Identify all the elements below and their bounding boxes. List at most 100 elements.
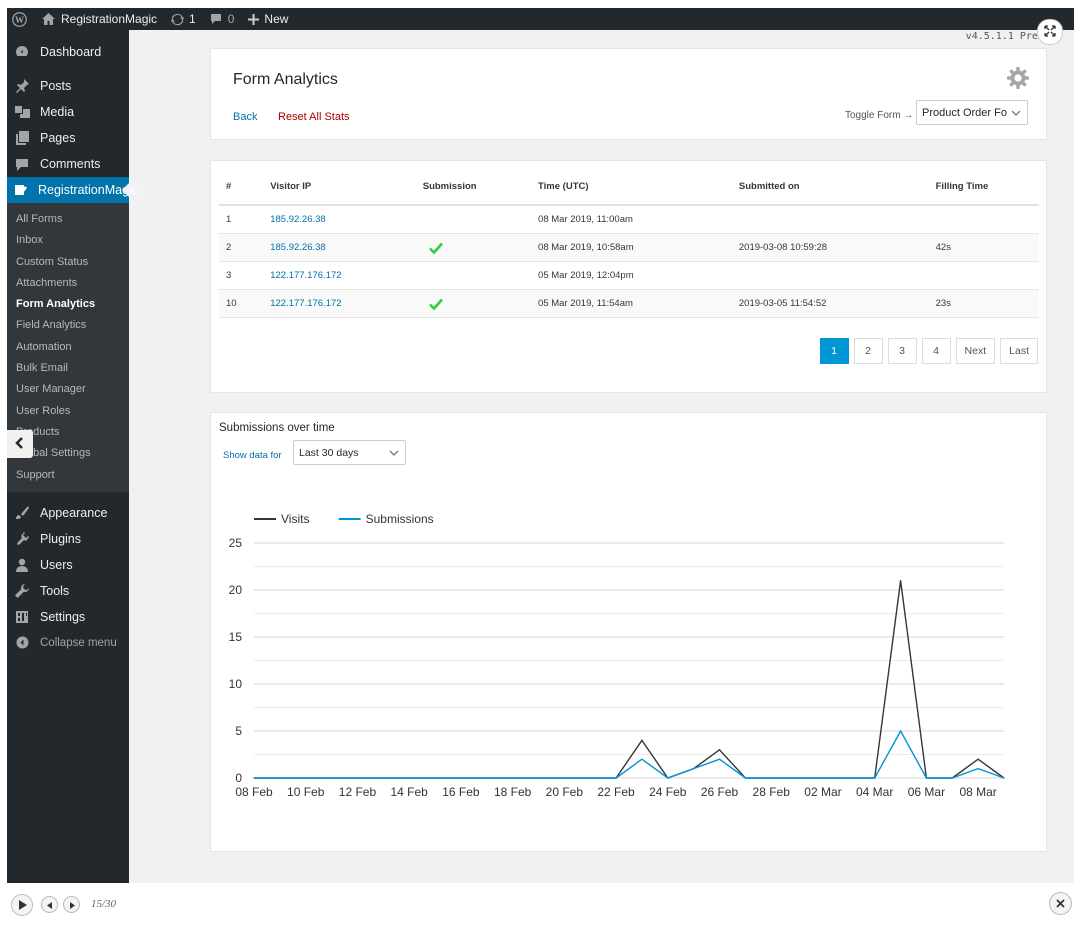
submenu-item-support[interactable]: Support	[16, 468, 55, 481]
y-tick-label: 10	[229, 677, 243, 691]
home-icon	[42, 13, 55, 25]
next-page-button[interactable]: Next	[955, 338, 996, 364]
slide-counter: 15/30	[91, 898, 117, 910]
table-row: 3 122.177.176.172 05 Mar 2019, 12:04pm	[219, 261, 1039, 290]
sidebar-item-settings[interactable]: Settings	[7, 604, 129, 630]
gear-icon[interactable]	[1006, 66, 1030, 93]
last-page-button[interactable]: Last	[1000, 338, 1038, 364]
submenu-item-field-analytics[interactable]: Field Analytics	[16, 319, 87, 332]
sidebar-item-pages[interactable]: Pages	[7, 125, 129, 151]
collapse-arrow-button[interactable]	[7, 430, 33, 458]
column-header-time-utc: Time (UTC)	[531, 169, 732, 206]
data-point-visits	[641, 739, 643, 741]
x-tick-label: 08 Mar	[959, 785, 996, 799]
visitor-ip-link[interactable]: 122.177.176.172	[270, 270, 342, 281]
data-point-submissions	[848, 777, 850, 779]
submenu-item-user-manager[interactable]: User Manager	[16, 383, 86, 396]
submenu-item-bulk-email[interactable]: Bulk Email	[16, 362, 68, 375]
legend-label-submissions[interactable]: Submissions	[366, 512, 434, 526]
x-tick-label: 10 Feb	[287, 785, 325, 799]
sidebar-item-registrationmagic[interactable]: RegistrationMagic	[7, 177, 138, 203]
submission-cell	[415, 261, 532, 290]
time-cell: 08 Mar 2019, 11:00am	[531, 205, 732, 234]
time-cell: 08 Mar 2019, 10:58am	[531, 233, 732, 262]
checkmark-icon	[423, 242, 443, 254]
wordpress-logo-icon[interactable]: W	[7, 8, 35, 30]
previous-button[interactable]	[41, 896, 58, 913]
submenu-item-inbox[interactable]: Inbox	[16, 234, 43, 247]
y-tick-label: 25	[229, 536, 243, 550]
settings-icon	[14, 609, 30, 625]
comments-icon	[14, 156, 30, 172]
x-tick-label: 24 Feb	[649, 785, 687, 799]
date-range-select[interactable]: Last 30 days	[293, 440, 406, 465]
submenu-item-global-settings[interactable]: Global Settings	[16, 447, 91, 460]
data-point-submissions	[874, 777, 876, 779]
sidebar-item-users[interactable]: Users	[7, 552, 129, 578]
row-number: 10	[219, 289, 264, 318]
submenu-item-form-analytics[interactable]: Form Analytics	[16, 298, 96, 311]
comment-bubble-icon	[210, 13, 222, 25]
page-4-button[interactable]: 4	[921, 338, 951, 364]
x-tick-label: 16 Feb	[442, 785, 480, 799]
svg-text:W: W	[15, 14, 24, 24]
visitor-ip-link[interactable]: 122.177.176.172	[270, 298, 342, 309]
comments-link[interactable]: 0	[203, 8, 242, 30]
back-link[interactable]: Back	[233, 111, 258, 123]
sidebar-item-tools[interactable]: Tools	[7, 578, 129, 604]
sidebar-item-label: Appearance	[40, 505, 108, 520]
chevron-left-icon	[15, 436, 25, 452]
x-tick-label: 14 Feb	[390, 785, 428, 799]
updates-count: 1	[189, 12, 196, 26]
next-button[interactable]	[63, 896, 80, 913]
brush-icon	[14, 505, 30, 521]
play-icon	[18, 898, 27, 913]
checkmark-icon	[423, 298, 443, 310]
wrench-icon	[14, 583, 30, 599]
page-1-button[interactable]: 1	[819, 338, 849, 364]
users-icon	[14, 557, 30, 573]
submenu-item-user-roles[interactable]: User Roles	[16, 404, 71, 417]
sidebar-item-label: Users	[40, 557, 73, 572]
sidebar-item-label: Dashboard	[40, 45, 102, 59]
data-point-submissions	[589, 777, 591, 779]
new-content-link[interactable]: New	[241, 8, 295, 30]
submenu-item-all-forms[interactable]: All Forms	[16, 213, 63, 225]
close-button[interactable]	[1049, 892, 1072, 915]
submenu-item-custom-status[interactable]: Custom Status	[16, 255, 89, 268]
row-number: 2	[219, 233, 264, 262]
submitted-on-cell	[731, 205, 929, 234]
sidebar-item-appearance[interactable]: Appearance	[7, 500, 129, 526]
visitor-ip-link[interactable]: 185.92.26.38	[270, 214, 326, 225]
media-icon	[14, 104, 30, 120]
sidebar-item-comments[interactable]: Comments	[7, 151, 129, 177]
sidebar-item-plugins[interactable]: Plugins	[7, 526, 129, 552]
registrationmagic-icon	[14, 182, 28, 198]
x-tick-label: 20 Feb	[546, 785, 584, 799]
column-header-submitted-on: Submitted on	[731, 169, 929, 206]
table-row: 10 122.177.176.172 05 Mar 2019, 11:54am 201…	[219, 289, 1039, 318]
data-point-submissions	[693, 768, 695, 770]
updates-link[interactable]: 1	[164, 8, 203, 30]
fullscreen-button[interactable]	[1037, 19, 1063, 45]
page-2-button[interactable]: 2	[853, 338, 883, 364]
submenu-item-automation[interactable]: Automation	[16, 340, 72, 353]
page-3-button[interactable]: 3	[887, 338, 917, 364]
new-label: New	[264, 12, 289, 26]
reset-stats-link[interactable]: Reset All Stats	[278, 111, 350, 123]
plus-icon	[248, 13, 260, 25]
sidebar-item-dashboard[interactable]: Dashboard	[7, 39, 129, 65]
collapse-menu-button[interactable]: Collapse menu	[7, 630, 129, 656]
sidebar-item-label: Settings	[40, 609, 86, 624]
sidebar-item-media[interactable]: Media	[7, 99, 129, 125]
legend-label-visits[interactable]: Visits	[281, 512, 309, 526]
column-header-number: #	[219, 169, 264, 206]
visitor-ip-link[interactable]: 185.92.26.38	[270, 242, 326, 253]
data-point-submissions	[382, 777, 384, 779]
submenu-item-attachments[interactable]: Attachments	[16, 276, 78, 289]
play-button[interactable]	[11, 894, 33, 916]
previous-icon	[46, 897, 53, 912]
sidebar-item-posts[interactable]: Posts	[7, 73, 129, 99]
site-name-link[interactable]: RegistrationMagic	[35, 8, 164, 30]
form-select[interactable]: Product Order Fo	[916, 100, 1028, 125]
